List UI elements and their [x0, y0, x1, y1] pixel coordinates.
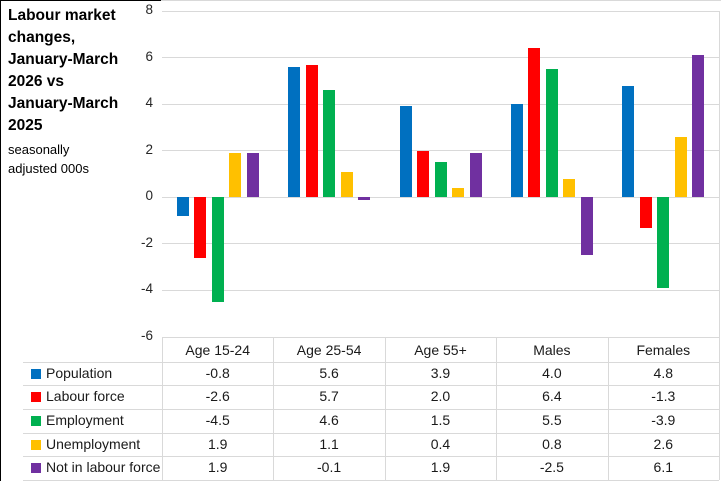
y-gridline	[162, 336, 719, 338]
table-value-population-males: 4.0	[542, 364, 562, 381]
table-value-employment-age-15-24: -4.5	[205, 412, 230, 428]
table-value-not-in-labour-force-age-15-24: 1.9	[207, 459, 228, 476]
bar-unemployment-females	[674, 136, 687, 198]
table-value-population-age-55-: 3.9	[430, 364, 451, 381]
bar-labour-force-females	[639, 197, 652, 228]
bar-not-in-labour-force-males	[580, 197, 593, 256]
table-value-employment-females: -3.9	[651, 412, 676, 428]
table-value-unemployment-age-55-: 0.4	[430, 435, 451, 452]
bar-unemployment-males	[563, 178, 576, 198]
bar-population-age-55-	[399, 106, 412, 198]
legend-label-employment: Employment	[46, 412, 124, 428]
y-gridline	[162, 243, 719, 245]
table-value-unemployment-females: 2.6	[653, 435, 674, 452]
table-value-unemployment-age-25-54: 1.1	[319, 435, 339, 452]
table-value-not-in-labour-force-females: 6.1	[653, 459, 674, 476]
y-gridline	[162, 150, 719, 152]
y-axis-tick-label: -2	[140, 234, 153, 250]
bar-labour-force-males	[528, 48, 541, 198]
table-row-border	[23, 409, 719, 410]
plot-right-border	[719, 11, 720, 480]
table-header-age-25-54: Age 25-54	[296, 342, 362, 358]
bar-unemployment-age-55-	[452, 187, 464, 198]
table-value-population-age-25-54: 5.6	[319, 364, 339, 381]
table-value-not-in-labour-force-age-25-54: -0.1	[317, 459, 342, 476]
bar-not-in-labour-force-females	[692, 55, 705, 198]
bar-not-in-labour-force-age-15-24	[246, 153, 259, 198]
y-axis-tick-label: -6	[140, 328, 153, 343]
y-axis-tick-label: 8	[145, 2, 153, 17]
bar-population-age-15-24	[176, 197, 189, 216]
legend-swatch-unemployment	[31, 439, 41, 450]
bar-not-in-labour-force-age-25-54	[358, 197, 371, 200]
chart-subtitle: seasonally adjusted 000s	[8, 142, 89, 176]
frame-top-border-light	[161, 0, 721, 1]
chart-title: Labour market changes, January-March 202…	[8, 7, 119, 134]
table-value-labour-force-females: -1.3	[651, 388, 676, 405]
legend-label-unemployment: Unemployment	[46, 435, 141, 452]
table-header-males: Males	[533, 342, 571, 358]
table-value-unemployment-age-15-24: 1.9	[207, 435, 228, 452]
y-axis-tick-label: 2	[145, 141, 153, 157]
y-axis-tick-label: -4	[140, 281, 153, 297]
legend-label-not-in-labour-force: Not in labour force	[46, 459, 160, 476]
legend-label-labour-force: Labour force	[46, 388, 125, 405]
y-axis-tick-label: 0	[145, 188, 153, 204]
table-value-population-age-15-24: -0.8	[205, 364, 230, 381]
legend-label-population: Population	[46, 364, 113, 381]
bar-population-males	[510, 104, 523, 198]
y-gridline	[162, 289, 719, 291]
bar-not-in-labour-force-age-55-	[469, 153, 482, 198]
legend-swatch-labour-force	[31, 392, 41, 403]
table-value-employment-age-25-54: 4.6	[319, 412, 339, 428]
bar-population-females	[622, 85, 635, 198]
table-value-not-in-labour-force-males: -2.5	[539, 459, 564, 476]
table-row-border	[23, 432, 719, 434]
y-gridline	[162, 57, 719, 59]
bar-employment-males	[545, 69, 558, 198]
table-value-population-females: 4.8	[653, 364, 674, 381]
table-value-not-in-labour-force-age-55-: 1.9	[430, 459, 451, 476]
chart-title-block: Labour market changes, January-March 202…	[8, 5, 138, 178]
table-value-unemployment-males: 0.8	[542, 435, 562, 452]
frame-top-border-dark	[1, 0, 161, 1]
table-value-labour-force-males: 6.4	[542, 388, 562, 405]
table-header-females: Females	[636, 342, 691, 358]
table-value-labour-force-age-55-: 2.0	[430, 388, 451, 405]
table-header-age-15-24: Age 15-24	[185, 342, 250, 358]
bar-population-age-25-54	[288, 66, 301, 198]
y-axis-tick-label: 4	[145, 95, 153, 111]
legend-swatch-not-in-labour-force	[31, 463, 41, 474]
bar-employment-age-25-54	[323, 90, 336, 198]
bar-employment-females	[657, 197, 670, 289]
bar-labour-force-age-15-24	[194, 197, 207, 258]
bar-unemployment-age-25-54	[340, 171, 353, 198]
legend-swatch-population	[31, 368, 41, 379]
bar-employment-age-15-24	[211, 197, 224, 303]
y-gridline	[162, 10, 719, 12]
y-gridline	[162, 196, 719, 198]
table-value-employment-males: 5.5	[542, 412, 562, 428]
table-value-labour-force-age-25-54: 5.7	[319, 388, 339, 405]
y-axis-tick-label: 6	[145, 48, 153, 64]
bar-unemployment-age-15-24	[229, 153, 242, 198]
table-row-border	[23, 385, 719, 387]
bar-labour-force-age-55-	[417, 150, 429, 198]
table-header-age-55-: Age 55+	[414, 342, 467, 358]
table-row-border	[23, 361, 719, 363]
y-gridline	[162, 103, 719, 105]
table-row-border	[23, 456, 719, 458]
legend-swatch-employment	[31, 415, 41, 426]
bar-labour-force-age-25-54	[305, 64, 318, 198]
table-value-employment-age-55-: 1.5	[430, 412, 451, 428]
table-value-labour-force-age-15-24: -2.6	[205, 388, 230, 405]
bar-employment-age-55-	[434, 162, 447, 198]
